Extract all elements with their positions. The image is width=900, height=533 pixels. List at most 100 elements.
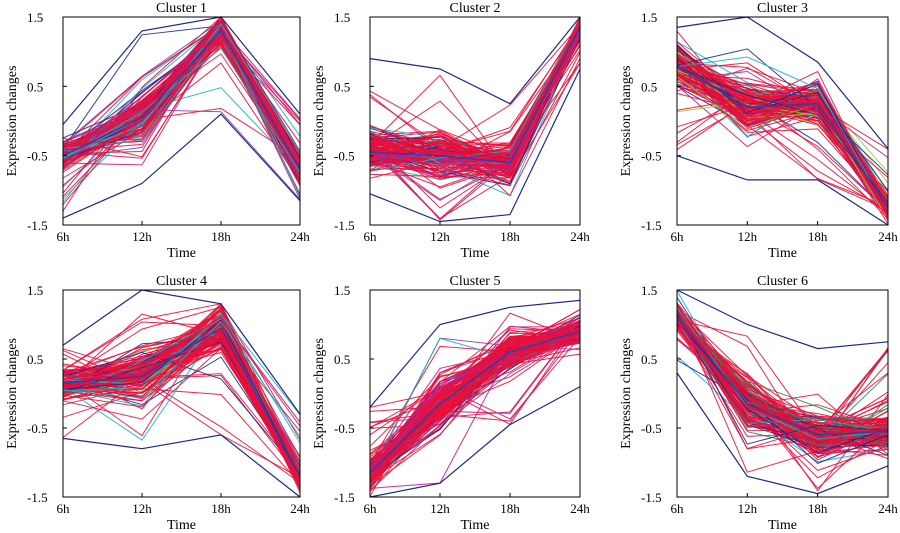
x-axis-label: Time: [167, 518, 196, 533]
profile-line: [676, 60, 889, 210]
profile-line: [369, 24, 581, 159]
y-tick-label: 0.5: [27, 79, 43, 94]
axes-frame: [62, 289, 301, 498]
envelope-max-line: [676, 289, 889, 350]
profile-line: [369, 323, 581, 481]
x-tick-label: 24h: [878, 229, 898, 244]
chart-title: Cluster 3: [757, 1, 808, 16]
x-tick-label: 6h: [364, 501, 378, 516]
mean-profile-line: [62, 326, 301, 477]
profile-line: [369, 327, 581, 463]
x-tick-label: 6h: [364, 229, 378, 244]
axes-frame: [62, 16, 301, 226]
profile-line: [369, 327, 581, 489]
x-tick-label: 12h: [132, 501, 152, 516]
profile-line: [369, 324, 581, 479]
profile-line: [369, 28, 581, 174]
profile-line: [62, 47, 301, 168]
envelope-min-line: [676, 372, 889, 495]
profile-line: [62, 310, 301, 473]
profile-lines: [369, 16, 581, 221]
profile-line: [676, 316, 889, 444]
chart-panel-5: 6h 12h 18h 24h -1.5 -0.5 0.5 1.5 Cluster 5 Time Ex…: [312, 274, 590, 533]
y-tick-label: 1.5: [641, 283, 657, 298]
x-axis-label: Time: [768, 518, 797, 533]
x-tick-label: 18h: [211, 501, 231, 516]
profile-line: [676, 70, 889, 220]
chart-title: Cluster 6: [757, 274, 808, 289]
mean-profile-line: [62, 29, 301, 170]
profile-line: [676, 63, 889, 208]
profile-line: [62, 330, 301, 482]
envelope-min-line: [676, 155, 889, 226]
y-tick-label: 0.5: [641, 79, 657, 94]
mean-profile-line: [676, 317, 889, 436]
envelope-max-line: [369, 16, 581, 105]
profile-line: [62, 320, 301, 467]
x-tick-label: 12h: [132, 229, 152, 244]
profile-line: [676, 56, 889, 225]
profile-line: [676, 103, 889, 212]
y-tick-label: -0.5: [334, 149, 355, 164]
x-tick-label: 6h: [57, 501, 71, 516]
mean-profile-line: [369, 330, 581, 474]
profile-lines: [62, 302, 301, 493]
chart-panel-3: 6h 12h 18h 24h -1.5 -0.5 0.5 1.5 Cluster 3 Time Ex…: [619, 1, 898, 261]
profile-lines: [369, 308, 581, 497]
profile-lines: [676, 290, 889, 492]
chart-title: Cluster 5: [450, 274, 501, 289]
y-tick-label: 0.5: [334, 352, 350, 367]
y-tick-label: 1.5: [27, 283, 43, 298]
axes-frame: [676, 289, 889, 498]
profile-line: [676, 94, 889, 219]
profile-line: [62, 334, 301, 483]
chart-panel-4: 6h 12h 18h 24h -1.5 -0.5 0.5 1.5 Cluster 4 Time Ex…: [5, 274, 310, 533]
x-tick-label: 18h: [808, 501, 828, 516]
y-axis-label: Expression changes: [5, 338, 20, 449]
x-axis-label: Time: [167, 246, 196, 261]
profile-line: [62, 306, 301, 440]
envelope-min-line: [369, 386, 581, 498]
profile-line: [62, 341, 301, 485]
chart-title: Cluster 4: [156, 274, 207, 289]
x-tick-label: 12h: [738, 229, 758, 244]
x-tick-label: 18h: [500, 501, 520, 516]
profile-line: [62, 109, 301, 200]
x-tick-label: 18h: [211, 229, 231, 244]
profile-lines: [676, 30, 889, 225]
y-axis-label: Expression changes: [312, 66, 327, 177]
x-tick-label: 24h: [290, 229, 310, 244]
profile-line: [676, 316, 889, 454]
y-tick-label: 1.5: [641, 10, 657, 25]
x-tick-label: 24h: [570, 229, 590, 244]
profile-line: [676, 319, 889, 435]
chart-panel-6: 6h 12h 18h 24h -1.5 -0.5 0.5 1.5 Cluster 6 Time Ex…: [619, 274, 898, 533]
profile-line: [676, 56, 889, 211]
axes-frame: [676, 16, 889, 226]
profile-line: [676, 81, 889, 211]
profile-line: [62, 332, 301, 477]
profile-line: [369, 25, 581, 221]
y-axis-label: Expression changes: [619, 66, 634, 177]
y-tick-label: -1.5: [27, 218, 48, 233]
envelope-min-line: [369, 68, 581, 223]
mean-profile-line: [676, 64, 889, 209]
x-tick-label: 18h: [808, 229, 828, 244]
x-tick-label: 6h: [57, 229, 71, 244]
profile-line: [676, 311, 889, 455]
profile-line: [369, 320, 581, 476]
x-tick-label: 6h: [671, 501, 685, 516]
profile-line: [676, 92, 889, 215]
profile-line: [369, 24, 581, 158]
y-axis-label: Expression changes: [5, 66, 20, 177]
profile-lines: [62, 15, 301, 212]
y-tick-label: 1.5: [334, 283, 350, 298]
profile-line: [676, 307, 889, 446]
profile-line: [62, 337, 301, 486]
y-tick-label: 1.5: [334, 10, 350, 25]
envelope-max-line: [62, 16, 301, 125]
x-tick-label: 24h: [570, 501, 590, 516]
envelope-min-line: [62, 113, 301, 219]
y-tick-label: 0.5: [27, 352, 43, 367]
